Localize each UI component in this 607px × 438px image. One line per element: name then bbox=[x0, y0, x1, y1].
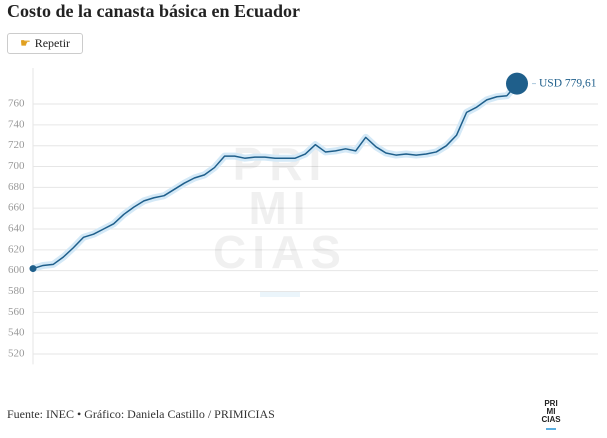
y-tick-label: 600 bbox=[8, 264, 25, 276]
replay-label: Repetir bbox=[34, 36, 71, 50]
y-tick-label: 640 bbox=[8, 223, 25, 235]
y-tick-label: 540 bbox=[8, 327, 25, 339]
y-tick-label: 580 bbox=[8, 285, 25, 297]
y-tick-label: 560 bbox=[8, 306, 25, 318]
logo-text: MI bbox=[547, 407, 556, 416]
replay-button[interactable]: ☛ Repetir bbox=[7, 33, 83, 54]
data-label: USD 779,61 bbox=[539, 77, 597, 89]
watermark: PRI bbox=[233, 138, 328, 190]
end-point bbox=[506, 72, 528, 95]
y-tick-label: 620 bbox=[8, 243, 25, 255]
line bbox=[32, 83, 518, 270]
watermark: CIAS bbox=[213, 226, 347, 278]
watermark-bar bbox=[260, 292, 300, 297]
y-tick-label: 700 bbox=[8, 160, 25, 172]
start-point bbox=[29, 265, 37, 273]
watermark: MI bbox=[248, 182, 311, 234]
y-tick-label: 740 bbox=[8, 118, 25, 130]
source-note: Fuente: INEC • Gráfico: Daniela Castillo… bbox=[7, 407, 275, 421]
y-tick-label: 760 bbox=[8, 98, 25, 110]
y-tick-label: 720 bbox=[8, 139, 25, 151]
y-tick-label: 520 bbox=[8, 348, 25, 360]
chart-title: Costo de la canasta básica en Ecuador bbox=[7, 1, 301, 21]
y-tick-label: 680 bbox=[8, 181, 25, 193]
logo-bar bbox=[546, 428, 556, 430]
logo-text: PRI bbox=[544, 399, 557, 408]
hand-icon: ☛ bbox=[19, 36, 31, 50]
y-tick-label: 660 bbox=[8, 202, 25, 214]
logo-text: CIAS bbox=[541, 415, 561, 424]
